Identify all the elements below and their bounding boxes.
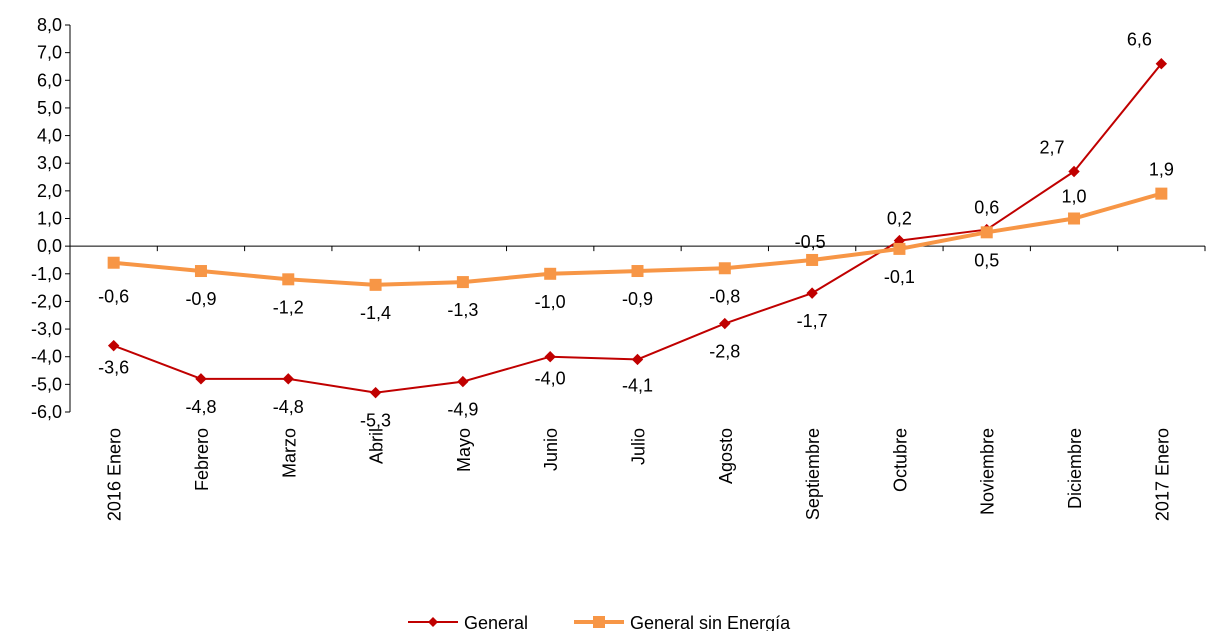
general-data-label: 0,2: [887, 209, 912, 229]
general-sin-energia-marker: [1068, 212, 1081, 225]
y-tick-label: 8,0: [37, 15, 62, 35]
x-tick-label: Junio: [541, 428, 561, 471]
general-data-label: 6,6: [1127, 30, 1152, 50]
general-sin-energia-marker: [369, 278, 382, 291]
general-sin-energia-data-label: 1,9: [1149, 160, 1174, 180]
general-data-label: -4,0: [535, 369, 566, 389]
general-data-label: -4,9: [447, 400, 478, 420]
general-data-label: -5,3: [360, 411, 391, 431]
x-tick-label: Marzo: [279, 428, 299, 478]
y-tick-label: -4,0: [31, 347, 62, 367]
x-tick-label: Mayo: [454, 428, 474, 472]
general-sin-energia-data-label: -0,5: [795, 232, 826, 252]
x-tick-label: Noviembre: [978, 428, 998, 515]
x-tick-label: Julio: [629, 428, 649, 465]
general-marker: [1155, 57, 1168, 70]
general-marker: [1068, 165, 1080, 178]
general-sin-energia-marker: [718, 262, 731, 275]
x-tick-label: Diciembre: [1065, 428, 1085, 509]
general-data-label: -2,8: [709, 342, 740, 362]
general-data-label: -3,6: [98, 358, 129, 378]
general-data-label: -1,7: [797, 311, 828, 331]
general-marker: [457, 375, 469, 388]
general-sin-energia-marker: [893, 242, 906, 255]
general-data-label: 0,6: [974, 198, 999, 218]
general-data-label: -4,1: [622, 375, 653, 395]
general-sin-energia-data-label: -1,2: [273, 297, 304, 317]
y-tick-label: -6,0: [31, 402, 62, 422]
y-tick-label: 7,0: [37, 43, 62, 63]
y-tick-label: -3,0: [31, 319, 62, 339]
y-tick-label: 5,0: [37, 98, 62, 118]
y-tick-label: 2,0: [37, 181, 62, 201]
y-tick-label: -1,0: [31, 264, 62, 284]
general-sin-energia-data-label: -0,1: [884, 267, 915, 287]
general-marker: [631, 353, 644, 366]
legend-general-label: General: [464, 613, 528, 631]
general-marker: [107, 339, 120, 352]
general-sin-energia-marker: [631, 265, 644, 278]
general-data-label: -4,8: [185, 397, 216, 417]
general-sin-energia-marker: [282, 273, 295, 286]
x-tick-label: 2017 Enero: [1152, 428, 1172, 521]
general-sin-energia-marker: [806, 253, 819, 266]
general-marker: [195, 373, 207, 385]
y-tick-label: 3,0: [37, 153, 62, 173]
general-sin-energia-data-label: -0,8: [709, 286, 740, 306]
general-marker: [719, 317, 731, 330]
legend-general-marker: [428, 617, 438, 627]
general-sin-energia-marker: [194, 265, 207, 278]
general-sin-energia-marker: [980, 226, 993, 239]
general-sin-energia-data-label: -1,4: [360, 303, 391, 323]
legend-general-sin-energia-marker: [593, 616, 605, 628]
x-tick-label: Abril: [367, 428, 387, 464]
y-tick-label: 4,0: [37, 126, 62, 146]
general-sin-energia-marker: [1155, 187, 1168, 200]
legend: General General sin Energía: [408, 613, 791, 631]
general-sin-energia-data-label: -1,3: [447, 300, 478, 320]
general-marker: [544, 351, 556, 363]
general-sin-energia-marker: [544, 267, 557, 280]
y-tick-label: 0,0: [37, 236, 62, 256]
y-tick-label: 6,0: [37, 70, 62, 90]
general-sin-energia-data-label: 0,5: [974, 250, 999, 270]
general-marker: [369, 386, 382, 399]
general-sin-energia-marker: [456, 276, 469, 289]
general-data-label: 2,7: [1040, 138, 1065, 158]
y-tick-label: -5,0: [31, 374, 62, 394]
general-sin-energia-data-label: -0,9: [185, 289, 216, 309]
y-tick-label: 1,0: [37, 209, 62, 229]
general-sin-energia-marker: [107, 256, 120, 269]
x-tick-label: Agosto: [716, 428, 736, 484]
legend-general-sin-energia-label: General sin Energía: [630, 613, 791, 631]
y-tick-label: -2,0: [31, 291, 62, 311]
general-sin-energia-data-label: -1,0: [535, 292, 566, 312]
x-tick-label: Septiembre: [803, 428, 823, 520]
general-sin-energia-data-label: -0,6: [98, 287, 129, 307]
general-marker: [806, 287, 818, 299]
general-sin-energia-data-label: -0,9: [622, 289, 653, 309]
x-tick-label: Octubre: [890, 428, 910, 492]
general-marker: [282, 373, 294, 385]
general-sin-energia-data-label: 1,0: [1062, 187, 1087, 207]
x-tick-label: 2016 Enero: [105, 428, 125, 521]
x-tick-label: Febrero: [192, 428, 212, 491]
general-data-label: -4,8: [273, 397, 304, 417]
